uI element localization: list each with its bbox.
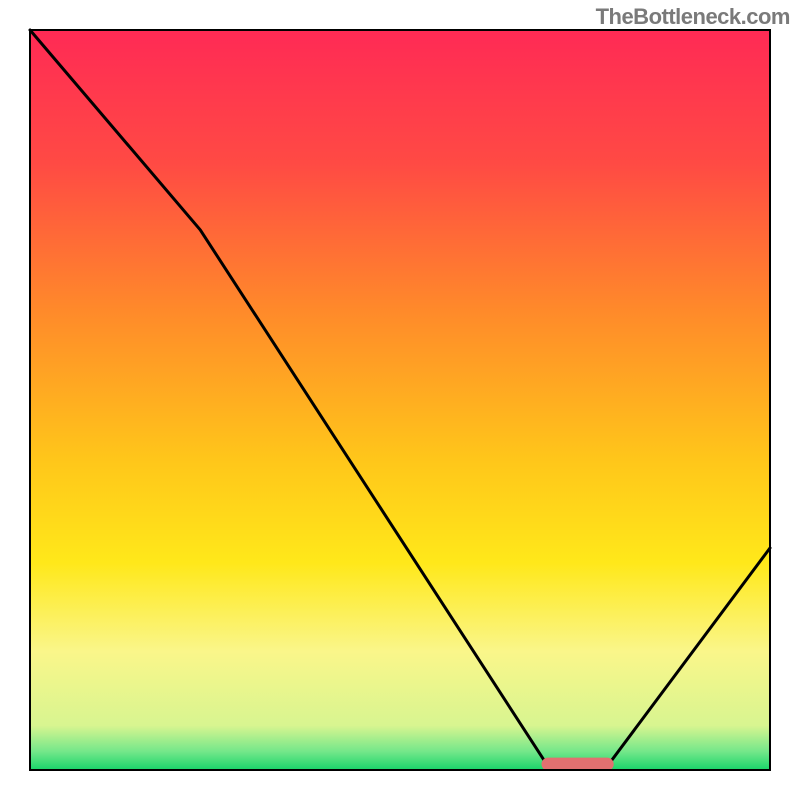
bottleneck-chart: [0, 0, 800, 800]
chart-background: [30, 30, 770, 770]
watermark-text: TheBottleneck.com: [596, 4, 790, 30]
chart-container: { "watermark": { "text": "TheBottleneck.…: [0, 0, 800, 800]
optimal-marker: [542, 758, 613, 770]
